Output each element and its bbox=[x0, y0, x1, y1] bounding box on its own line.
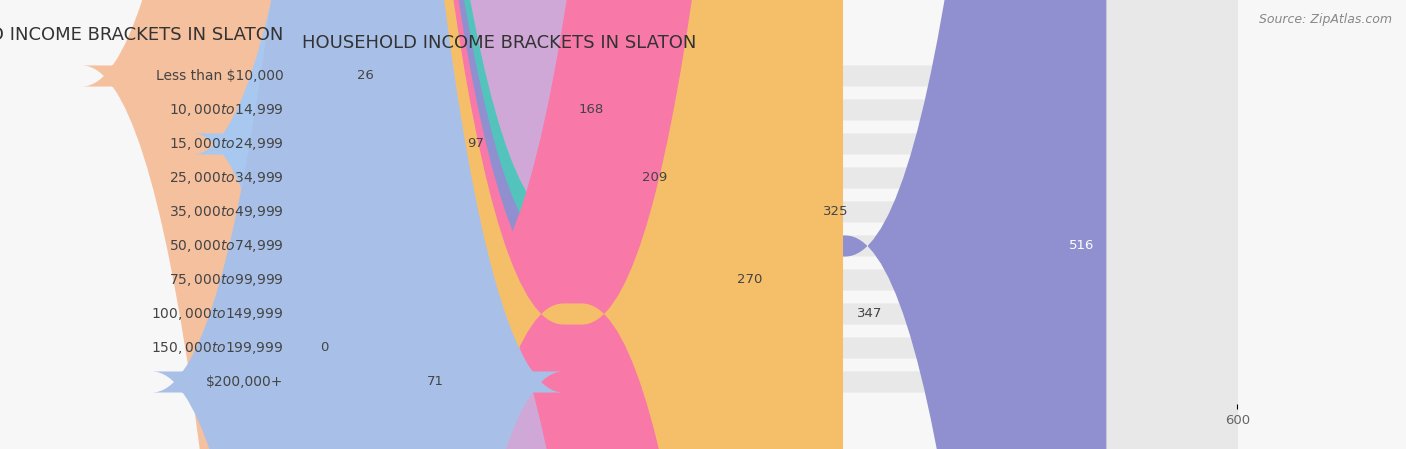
Text: 270: 270 bbox=[737, 273, 762, 286]
FancyBboxPatch shape bbox=[302, 0, 1237, 449]
FancyBboxPatch shape bbox=[302, 0, 1237, 449]
FancyBboxPatch shape bbox=[152, 0, 564, 449]
Text: $15,000 to $24,999: $15,000 to $24,999 bbox=[169, 136, 284, 152]
FancyBboxPatch shape bbox=[302, 0, 1237, 449]
Text: HOUSEHOLD INCOME BRACKETS IN SLATON: HOUSEHOLD INCOME BRACKETS IN SLATON bbox=[0, 26, 284, 44]
FancyBboxPatch shape bbox=[302, 0, 1107, 449]
FancyBboxPatch shape bbox=[302, 0, 1237, 449]
Text: 0: 0 bbox=[319, 342, 328, 355]
Text: $200,000+: $200,000+ bbox=[207, 375, 284, 389]
Text: $150,000 to $199,999: $150,000 to $199,999 bbox=[152, 340, 284, 356]
FancyBboxPatch shape bbox=[302, 313, 309, 383]
FancyBboxPatch shape bbox=[302, 0, 1237, 449]
Text: 97: 97 bbox=[467, 137, 484, 150]
FancyBboxPatch shape bbox=[302, 0, 628, 449]
Text: 516: 516 bbox=[1069, 239, 1094, 252]
Text: $100,000 to $149,999: $100,000 to $149,999 bbox=[152, 306, 284, 322]
FancyBboxPatch shape bbox=[302, 0, 1237, 449]
Text: 325: 325 bbox=[823, 206, 848, 219]
Text: $75,000 to $99,999: $75,000 to $99,999 bbox=[169, 272, 284, 288]
Text: 168: 168 bbox=[578, 103, 603, 116]
Text: $35,000 to $49,999: $35,000 to $49,999 bbox=[169, 204, 284, 220]
Text: HOUSEHOLD INCOME BRACKETS IN SLATON: HOUSEHOLD INCOME BRACKETS IN SLATON bbox=[302, 34, 696, 52]
FancyBboxPatch shape bbox=[302, 0, 844, 449]
Text: 347: 347 bbox=[858, 308, 883, 321]
FancyBboxPatch shape bbox=[193, 0, 564, 449]
FancyBboxPatch shape bbox=[302, 0, 1237, 449]
FancyBboxPatch shape bbox=[302, 0, 1237, 449]
Text: Source: ZipAtlas.com: Source: ZipAtlas.com bbox=[1258, 13, 1392, 26]
Text: $50,000 to $74,999: $50,000 to $74,999 bbox=[169, 238, 284, 254]
FancyBboxPatch shape bbox=[302, 0, 808, 449]
Text: $25,000 to $34,999: $25,000 to $34,999 bbox=[169, 170, 284, 186]
Text: 71: 71 bbox=[427, 375, 444, 388]
FancyBboxPatch shape bbox=[302, 0, 1237, 449]
FancyBboxPatch shape bbox=[302, 0, 564, 449]
FancyBboxPatch shape bbox=[302, 0, 723, 449]
Text: 26: 26 bbox=[357, 70, 374, 83]
Text: $10,000 to $14,999: $10,000 to $14,999 bbox=[169, 102, 284, 118]
FancyBboxPatch shape bbox=[302, 0, 1237, 449]
Text: Less than $10,000: Less than $10,000 bbox=[156, 69, 284, 83]
Text: 209: 209 bbox=[643, 172, 668, 185]
FancyBboxPatch shape bbox=[82, 0, 564, 449]
